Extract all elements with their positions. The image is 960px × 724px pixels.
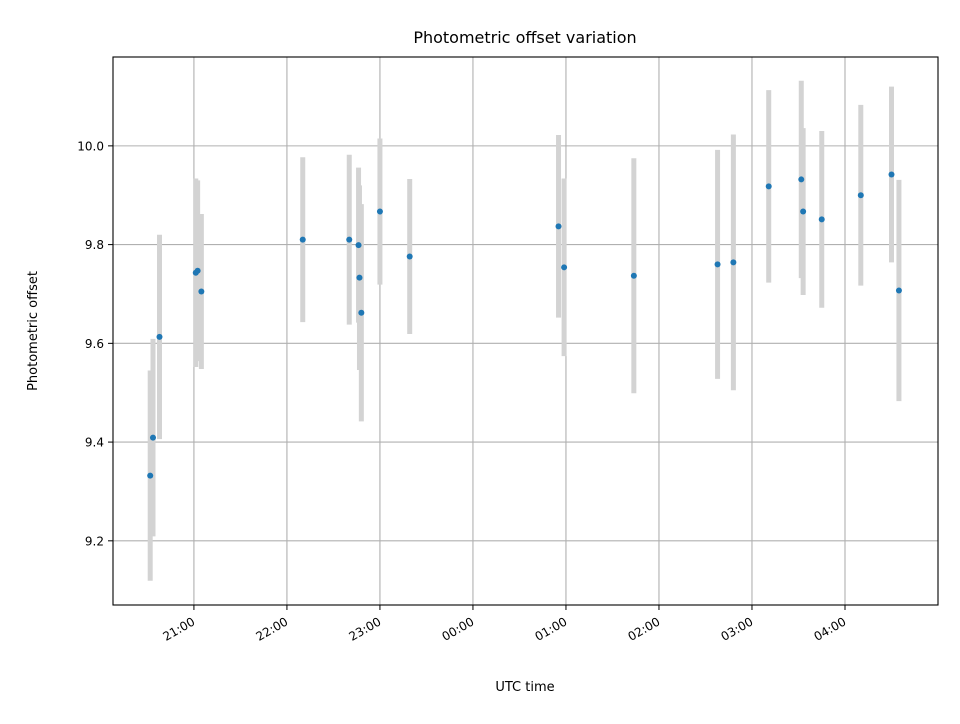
x-axis-label: UTC time	[495, 680, 554, 695]
y-tick-label: 9.8	[85, 238, 104, 252]
data-point	[156, 333, 163, 340]
data-point	[346, 236, 353, 243]
y-axis-ticks: 9.2 9.4 9.6 9.8 10.0	[77, 139, 113, 548]
plot-area-frame	[112, 56, 939, 606]
y-tick-label: 9.2	[85, 534, 104, 548]
data-point	[714, 261, 721, 268]
data-point	[198, 288, 205, 295]
data-point	[561, 264, 568, 271]
data-point	[406, 253, 413, 260]
data-point	[358, 309, 365, 316]
data-point	[730, 259, 737, 266]
data-point	[888, 171, 895, 178]
data-point	[355, 242, 362, 249]
data-point	[149, 434, 156, 441]
data-points	[147, 171, 902, 479]
y-axis-label: Photometric offset	[26, 271, 41, 391]
y-tick-label: 9.6	[85, 337, 104, 351]
data-point	[818, 216, 825, 223]
data-point	[630, 272, 637, 279]
data-point	[299, 236, 306, 243]
data-point	[857, 192, 864, 199]
chart-title: Photometric offset variation	[413, 28, 636, 47]
y-tick-label: 9.4	[85, 436, 104, 450]
data-point	[147, 472, 154, 479]
plot-area-background	[113, 57, 938, 605]
data-point	[800, 208, 807, 215]
y-tick-label: 10.0	[77, 139, 104, 153]
data-point	[194, 267, 201, 274]
data-point	[895, 287, 902, 294]
data-point	[798, 176, 805, 183]
data-point	[356, 274, 363, 281]
data-point	[765, 183, 772, 190]
data-point	[555, 223, 562, 230]
data-point	[376, 208, 383, 215]
